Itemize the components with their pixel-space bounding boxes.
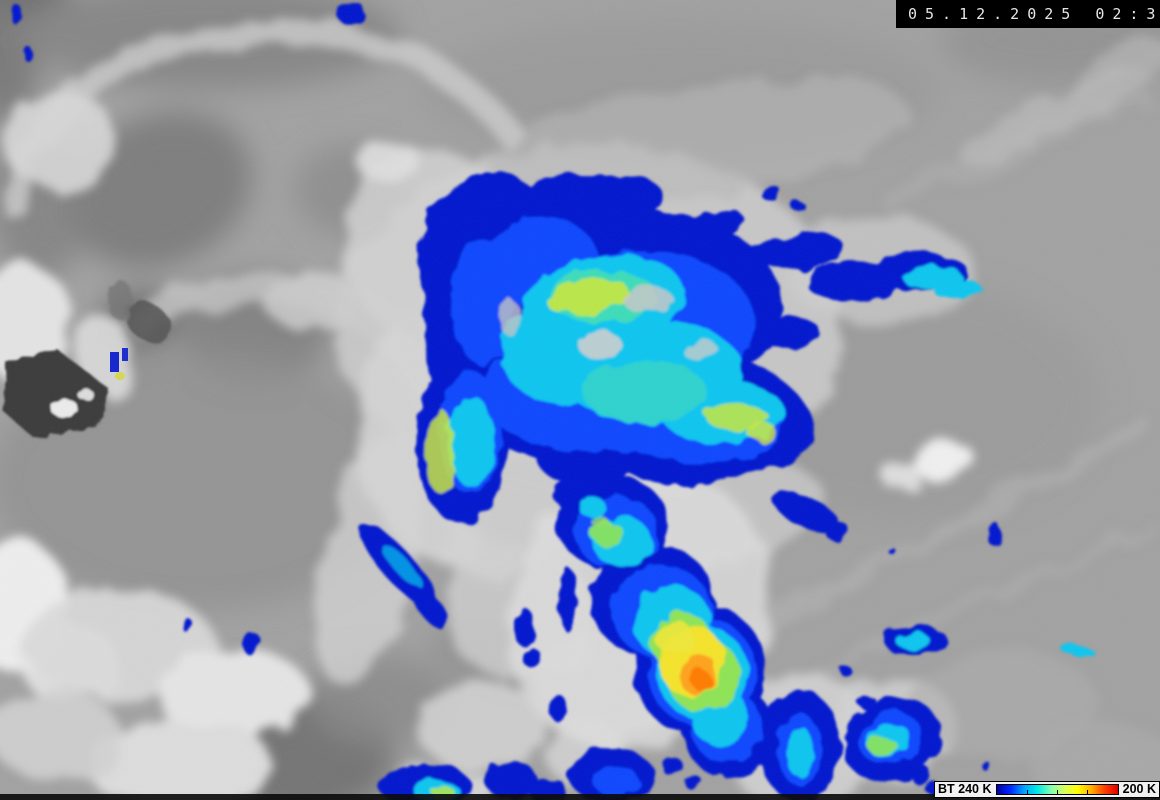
legend-tick xyxy=(1087,790,1089,794)
legend-gradient-bar xyxy=(995,784,1119,795)
colorbar-legend: BT 240 K 200 K xyxy=(934,781,1160,798)
timestamp-text: 05.12.2025 02:30 xyxy=(908,5,1160,23)
legend-label-right: 200 K xyxy=(1122,782,1156,797)
legend-label-left: BT 240 K xyxy=(938,782,992,797)
timestamp-overlay: 05.12.2025 02:30 xyxy=(896,0,1160,28)
legend-tick xyxy=(1026,790,1028,794)
bottom-edge-bar xyxy=(0,794,1160,800)
legend-tick xyxy=(1057,790,1059,794)
